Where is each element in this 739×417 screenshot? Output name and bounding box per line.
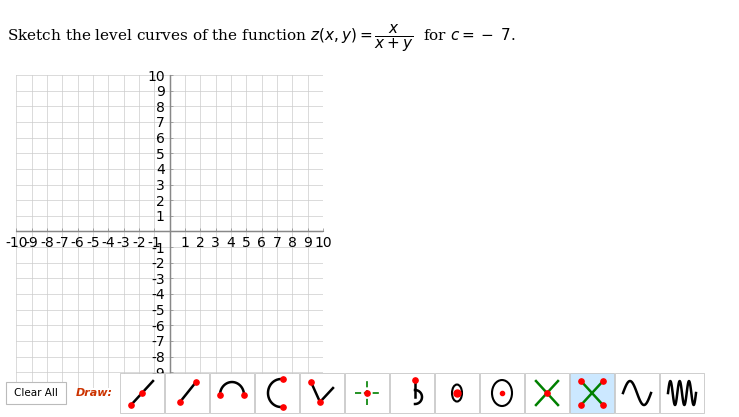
Bar — [390, 373, 434, 413]
Bar — [165, 373, 209, 413]
Bar — [570, 373, 614, 413]
Bar — [210, 373, 254, 413]
Bar — [6, 382, 66, 404]
Bar — [525, 373, 569, 413]
Bar — [660, 373, 704, 413]
Bar — [300, 373, 344, 413]
Text: Draw:: Draw: — [76, 388, 113, 398]
Text: Sketch the level curves of the function $z(x, y) = \dfrac{x}{x + y}$  for $c = -: Sketch the level curves of the function … — [7, 24, 517, 54]
Bar — [120, 373, 164, 413]
Text: Clear All: Clear All — [14, 388, 58, 398]
Bar — [615, 373, 659, 413]
Bar — [480, 373, 524, 413]
Ellipse shape — [452, 384, 462, 402]
Bar — [435, 373, 479, 413]
Ellipse shape — [492, 380, 512, 406]
Bar — [345, 373, 389, 413]
Bar — [255, 373, 299, 413]
